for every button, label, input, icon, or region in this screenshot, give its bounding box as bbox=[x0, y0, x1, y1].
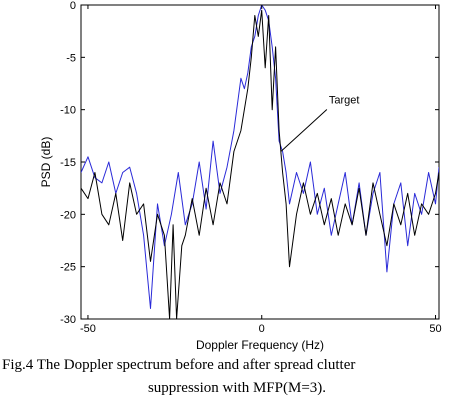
y-tick-label: 0 bbox=[70, 0, 76, 12]
figure-caption-line-1: Fig.4 The Doppler spectrum before and af… bbox=[2, 357, 356, 373]
y-tick-label: -25 bbox=[60, 262, 76, 274]
series-layer bbox=[81, 5, 439, 319]
x-axis-label: Doppler Frequency (Hz) bbox=[196, 338, 324, 352]
y-tick-label: -30 bbox=[60, 314, 76, 326]
y-axis-label: PSD (dB) bbox=[39, 137, 53, 188]
y-tick-label: -20 bbox=[60, 209, 76, 221]
y-tick-label: -5 bbox=[66, 52, 76, 64]
x-tick-label: 50 bbox=[429, 323, 441, 335]
series-line-2 bbox=[81, 9, 439, 319]
figure-caption-line-2: suppression with MFP(M=3). bbox=[147, 380, 327, 396]
x-tick-label: -50 bbox=[80, 323, 96, 335]
x-tick-label: 0 bbox=[259, 323, 265, 335]
annotation-pointer bbox=[280, 109, 328, 152]
annotation-layer: Target bbox=[280, 95, 360, 152]
y-tick-label: -10 bbox=[60, 105, 76, 117]
tick-layer: -50 0 50 0 -5 -10 -15 -20 -25 -30 bbox=[60, 0, 442, 335]
plot-area bbox=[80, 4, 440, 320]
psd-chart: -50 0 50 0 -5 -10 -15 -20 -25 -30 Target Doppler … bbox=[39, 0, 442, 352]
annotation-label: Target bbox=[329, 95, 360, 107]
y-tick-label: -15 bbox=[60, 157, 76, 169]
